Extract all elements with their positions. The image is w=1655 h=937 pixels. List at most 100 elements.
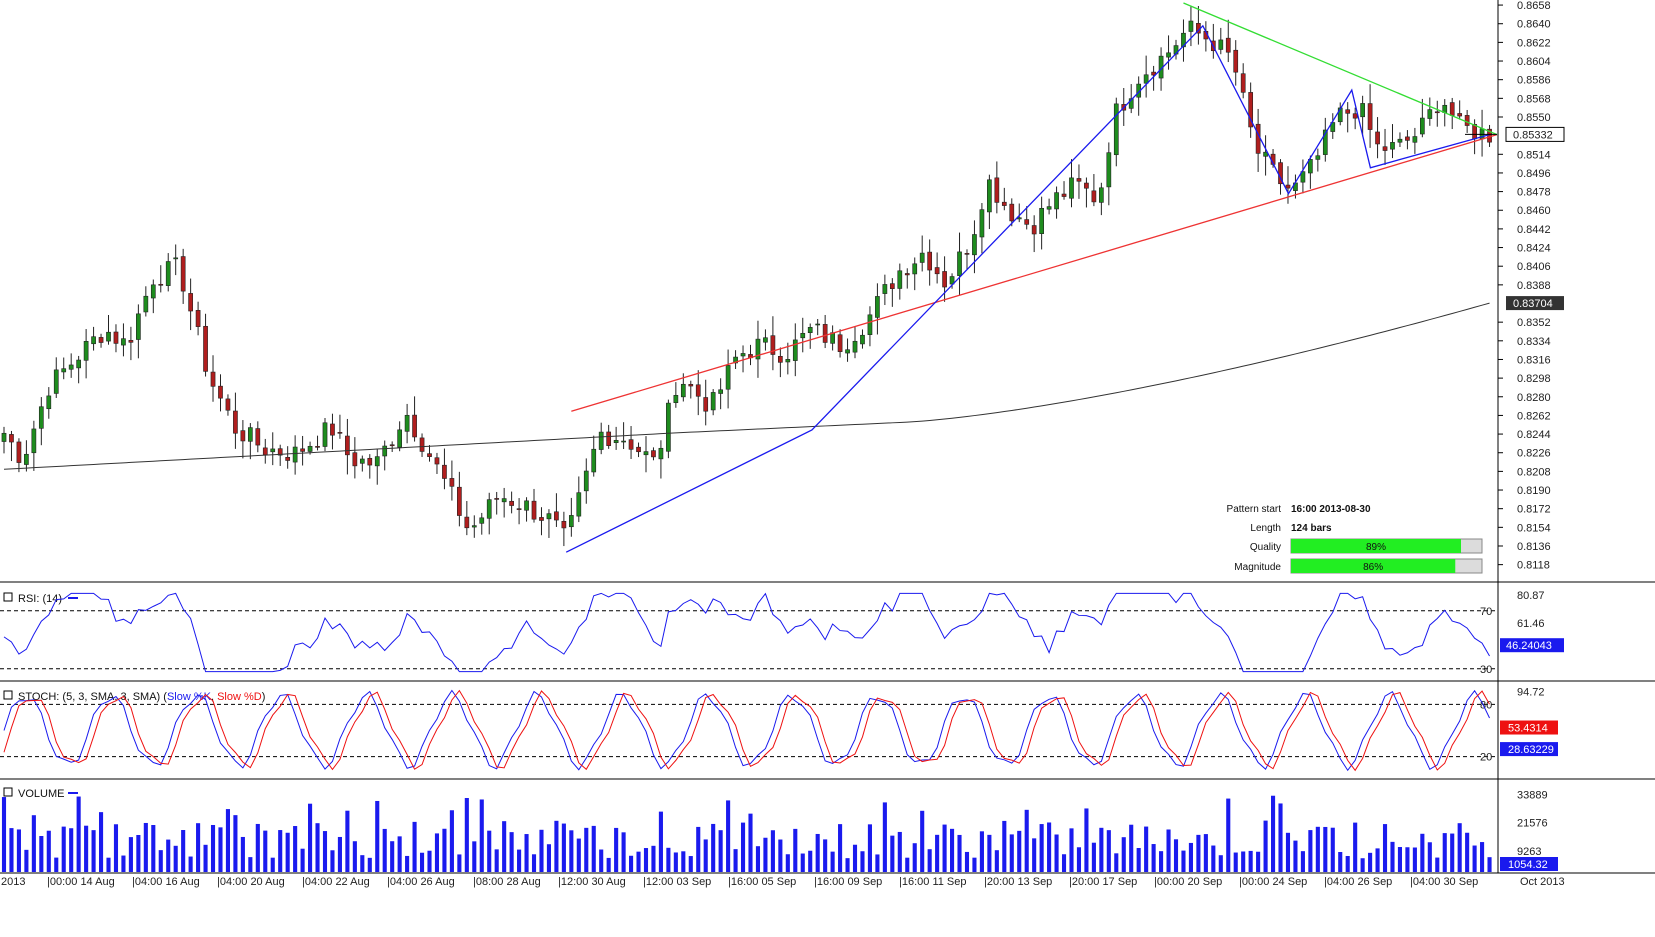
volume-bar (39, 836, 44, 872)
candle-body (113, 331, 119, 344)
volume-bar (1084, 808, 1089, 872)
volume-bar (1278, 803, 1283, 872)
volume-bar (1457, 823, 1462, 872)
volume-bar (1397, 847, 1403, 872)
price-tick-label: 0.8262 (1517, 410, 1551, 422)
candle-body (1464, 115, 1470, 126)
candle-body (24, 453, 29, 465)
rsi-close-icon (3, 592, 13, 602)
candle-body (1285, 184, 1291, 189)
time-axis-label: |16:00 09 Sep (814, 876, 882, 888)
volume-bar (658, 811, 663, 872)
stoch-title: STOCH: (5, 3, SMA, 3, SMA) (Slow %K, Slo… (18, 691, 265, 703)
volume-bar (166, 839, 171, 872)
candle-body (875, 296, 880, 318)
candle-body (710, 392, 716, 411)
quality-bar-fill (1291, 539, 1461, 553)
rsi-value-box (1500, 638, 1564, 653)
candle-body (1457, 113, 1463, 117)
candle-body (994, 177, 1000, 203)
volume-bar (569, 830, 574, 872)
candle-body (1322, 129, 1328, 155)
pattern-zigzag-line (565, 24, 1490, 553)
price-tick-label: 0.8208 (1517, 466, 1551, 478)
time-axis-label: |04:00 16 Aug (132, 876, 200, 888)
volume-bar (972, 857, 977, 872)
volume-bar (584, 827, 589, 872)
candle-body (1076, 178, 1082, 182)
candle-body (703, 397, 709, 412)
volume-tick-label: 21576 (1517, 818, 1548, 830)
candle-body (501, 498, 507, 503)
candle-body (740, 353, 746, 357)
candle-body (979, 209, 985, 238)
volume-bar (300, 848, 305, 872)
volume-bar (263, 830, 268, 872)
candle-body (904, 273, 910, 276)
candle-body (1009, 203, 1015, 222)
volume-bar (1382, 824, 1388, 872)
candle-body (1472, 124, 1477, 140)
candle-body (158, 283, 164, 286)
candle-body (464, 516, 470, 529)
volume-bar (248, 857, 253, 872)
candle-body (1113, 103, 1119, 156)
candle-body (255, 428, 261, 446)
volume-bar (1166, 829, 1171, 872)
volume-bar (531, 854, 537, 872)
stoch-d-line (3, 689, 1490, 772)
candle-body (494, 498, 500, 500)
volume-bar (121, 855, 126, 872)
volume-bar (143, 822, 148, 872)
candle-body (1151, 71, 1156, 76)
candle-body (554, 511, 559, 521)
volume-bar (1293, 840, 1298, 872)
volume-value-label: 1054.32 (1508, 859, 1548, 871)
volume-bar (815, 833, 820, 872)
volume-bar (1188, 842, 1193, 872)
candle-body (427, 453, 432, 457)
volume-bar (352, 841, 357, 872)
volume-bar (1360, 858, 1365, 872)
volume-bar (61, 826, 66, 872)
volume-bar (293, 826, 298, 872)
candle-body (225, 398, 231, 411)
time-axis-label: |04:00 26 Aug (387, 876, 455, 888)
candle-body (1084, 182, 1089, 189)
price-tick-label: 0.8388 (1517, 280, 1551, 292)
candle-body (815, 323, 821, 326)
price-tick-label: 0.8154 (1517, 522, 1551, 534)
volume-tick-label: 33889 (1517, 789, 1548, 801)
candle-body (218, 385, 223, 399)
price-tick-label: 0.8316 (1517, 354, 1551, 366)
candle-body (1128, 98, 1134, 109)
volume-bar (1032, 838, 1037, 872)
volume-bar (718, 830, 723, 872)
volume-bar (726, 800, 731, 872)
candle-body (247, 427, 253, 442)
volume-bar (1390, 841, 1395, 872)
candle-body (53, 369, 59, 394)
price-tick-label: 0.8334 (1517, 336, 1551, 348)
candle-body (606, 431, 612, 446)
candle-body (1427, 109, 1433, 119)
candle-body (643, 451, 649, 456)
pattern-info-label: Pattern start (1227, 504, 1282, 515)
time-axis-label: |04:00 22 Aug (302, 876, 370, 888)
volume-bar (651, 845, 656, 872)
candle-body (613, 440, 619, 443)
volume-bar (1427, 842, 1432, 872)
candle-body (792, 339, 798, 361)
volume-bar (46, 830, 51, 872)
candle-body (337, 432, 343, 434)
candle-body (195, 310, 201, 327)
volume-bar (1353, 822, 1358, 872)
magnitude-label: Magnitude (1234, 562, 1281, 573)
volume-bar (987, 834, 992, 872)
volume-bar (890, 835, 895, 872)
ma-price-box (1506, 296, 1564, 311)
candle-body (16, 441, 22, 463)
volume-bar (1054, 834, 1059, 872)
volume-bar (1472, 845, 1477, 872)
